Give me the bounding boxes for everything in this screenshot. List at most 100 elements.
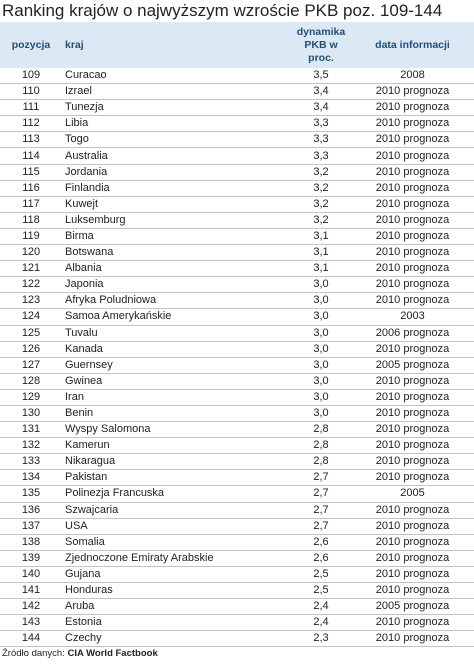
table-cell: 2010 prognoza [351, 228, 474, 246]
table-cell: 2,7 [291, 502, 351, 519]
table-cell: Australia [62, 147, 291, 165]
table-cell: 3,3 [291, 115, 351, 133]
table-cell: Jordania [62, 164, 291, 181]
table-cell: Iran [62, 389, 291, 406]
table-cell: 2010 prognoza [351, 421, 474, 439]
table-row: 123 Afryka Poludniowa 3,0 2010 prognoza [0, 292, 474, 310]
table-cell: 133 [0, 453, 62, 471]
table-cell: 3,0 [291, 325, 351, 342]
table-row: 117 Kuwejt 3,2 2010 prognoza [0, 196, 474, 213]
table-row: 113 Togo 3,3 2010 prognoza [0, 131, 474, 149]
header-cell: dynamika PKB w proc. [291, 22, 351, 68]
table-cell: 2010 prognoza [351, 373, 474, 390]
table-cell: Estonia [62, 614, 291, 632]
table-cell: 2010 prognoza [351, 582, 474, 600]
table-cell: Finlandia [62, 180, 291, 197]
table-cell: 138 [0, 534, 62, 551]
table-cell: 3,0 [291, 389, 351, 406]
table-cell: Curacao [62, 68, 291, 85]
title: Ranking krajów o najwyższym wzroście PKB… [2, 1, 443, 20]
table-cell: 124 [0, 308, 62, 326]
table-cell: 3,0 [291, 276, 351, 294]
table-cell: 135 [0, 485, 62, 503]
table-cell: Czechy [62, 630, 291, 648]
ranking-table: pozycja kraj dynamika PKB w proc. data info… [0, 22, 474, 648]
table-body: 109 Curacao 3,5 2008 110 Izrael 3,4 2010 progno… [0, 68, 474, 648]
table-row: 139 Zjednoczone Emiraty Arabskie 2,6 2010 p… [0, 550, 474, 567]
table-cell: 114 [0, 147, 62, 165]
table-row: 116 Finlandia 3,2 2010 prognoza [0, 180, 474, 197]
table-cell: 3,4 [291, 99, 351, 117]
table-row: 143 Estonia 2,4 2010 prognoza [0, 614, 474, 632]
table-cell: 2010 prognoza [351, 437, 474, 455]
table-cell: Benin [62, 405, 291, 423]
table-row: 132 Kamerun 2,8 2010 prognoza [0, 437, 474, 455]
table-cell: 2010 prognoza [351, 196, 474, 213]
table-row: 124 Samoa Amerykańskie 3,0 2003 [0, 308, 474, 326]
table-cell: 2010 prognoza [351, 405, 474, 423]
table-cell: 130 [0, 405, 62, 423]
table-cell: 123 [0, 292, 62, 310]
table-cell: 111 [0, 99, 62, 117]
table-row: 142 Aruba 2,4 2005 prognoza [0, 598, 474, 616]
table-cell: 2010 prognoza [351, 453, 474, 471]
table-row: 128 Gwinea 3,0 2010 prognoza [0, 373, 474, 390]
table-cell: Birma [62, 228, 291, 246]
table-cell: 128 [0, 373, 62, 390]
table-row: 127 Guernsey 3,0 2005 prognoza [0, 357, 474, 374]
table-cell: 2010 prognoza [351, 99, 474, 117]
table-row: 138 Somalia 2,6 2010 prognoza [0, 534, 474, 551]
table-cell: Albania [62, 260, 291, 278]
table-cell: 140 [0, 566, 62, 584]
table-cell: 117 [0, 196, 62, 213]
table-cell: 2010 prognoza [351, 83, 474, 101]
table-cell: Honduras [62, 582, 291, 600]
table-cell: 3,0 [291, 405, 351, 423]
table-cell: 3,2 [291, 164, 351, 181]
table-cell: Japonia [62, 276, 291, 294]
table-cell: Gujana [62, 566, 291, 584]
table-cell: 2010 prognoza [351, 341, 474, 358]
table-cell: 120 [0, 244, 62, 262]
table-row: 130 Benin 3,0 2010 prognoza [0, 405, 474, 423]
source-label: Źródło danych: [2, 648, 65, 660]
table-cell: 2010 prognoza [351, 630, 474, 648]
table-cell: 144 [0, 630, 62, 648]
header-cell: kraj [62, 22, 291, 68]
table-cell: 2003 [351, 308, 474, 326]
table-cell: 2010 prognoza [351, 469, 474, 487]
table-cell: 2010 prognoza [351, 566, 474, 584]
table-cell: 143 [0, 614, 62, 632]
table-row: 122 Japonia 3,0 2010 prognoza [0, 276, 474, 294]
table-cell: Afryka Poludniowa [62, 292, 291, 310]
table-cell: 129 [0, 389, 62, 406]
table-cell: Togo [62, 131, 291, 149]
table-row: 119 Birma 3,1 2010 prognoza [0, 228, 474, 246]
table-cell: 116 [0, 180, 62, 197]
table-cell: 2,8 [291, 421, 351, 439]
table-cell: Samoa Amerykańskie [62, 308, 291, 326]
table-cell: Zjednoczone Emiraty Arabskie [62, 550, 291, 567]
table-cell: 2010 prognoza [351, 115, 474, 133]
table-cell: Tuvalu [62, 325, 291, 342]
table-cell: 2,4 [291, 598, 351, 616]
table-cell: 141 [0, 582, 62, 600]
table-row: 120 Botswana 3,1 2010 prognoza [0, 244, 474, 262]
table-cell: 2010 prognoza [351, 212, 474, 229]
table-cell: 134 [0, 469, 62, 487]
table-row: 126 Kanada 3,0 2010 prognoza [0, 341, 474, 358]
table-cell: 3,4 [291, 83, 351, 101]
table-row: 131 Wyspy Salomona 2,8 2010 prognoza [0, 421, 474, 439]
table-cell: 2010 prognoza [351, 260, 474, 278]
table-row: 136 Szwajcaria 2,7 2010 prognoza [0, 502, 474, 519]
table-cell: 3,0 [291, 357, 351, 374]
table-cell: 125 [0, 325, 62, 342]
table-cell: 127 [0, 357, 62, 374]
table-row: 129 Iran 3,0 2010 prognoza [0, 389, 474, 406]
table-cell: 136 [0, 502, 62, 519]
table-cell: 2,7 [291, 518, 351, 535]
table-cell: 2,6 [291, 534, 351, 551]
table-cell: 2010 prognoza [351, 164, 474, 181]
table-cell: Aruba [62, 598, 291, 616]
table-cell: 2,5 [291, 566, 351, 584]
